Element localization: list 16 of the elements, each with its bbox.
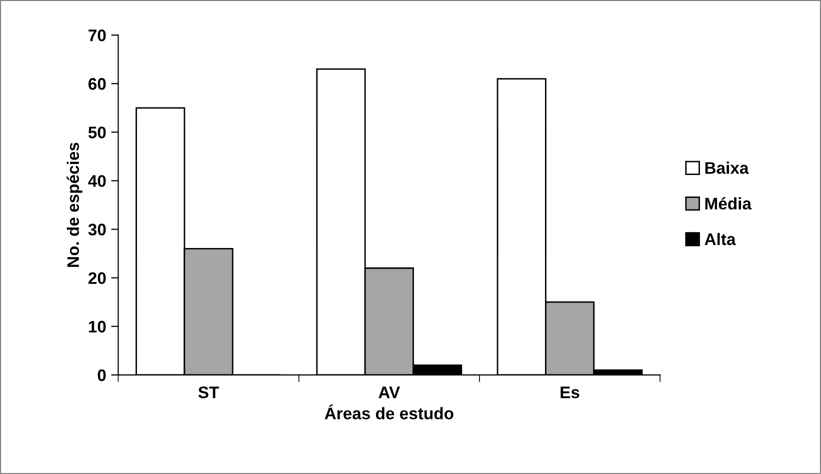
y-tick-label: 70	[88, 29, 106, 42]
y-axis-title: No. de espécies	[66, 142, 82, 267]
y-tick-label: 20	[88, 272, 106, 284]
x-tick-label: ST	[198, 386, 220, 398]
y-tick-label: 60	[88, 78, 106, 90]
y-tick-label: 30	[88, 224, 106, 236]
legend-label: Média	[705, 197, 752, 210]
x-tick-label: AV	[378, 386, 400, 398]
x-tick-label: Es	[560, 386, 580, 398]
y-tick-label: 10	[88, 320, 106, 333]
y-tick-label: 40	[88, 175, 106, 187]
y-tick-label: 0	[98, 369, 106, 382]
legend-label: Baixa	[705, 162, 749, 174]
x-axis-title: Áreas de estudo	[324, 404, 454, 420]
legend-label: Alta	[704, 232, 736, 246]
y-tick-label: 50	[88, 126, 106, 138]
